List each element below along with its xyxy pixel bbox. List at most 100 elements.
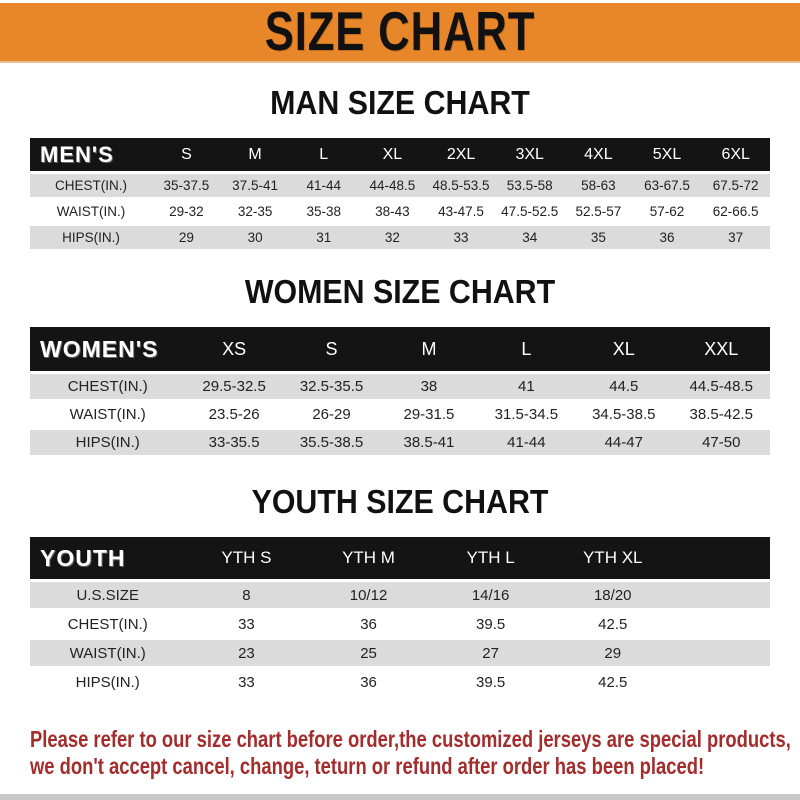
size-cell: 44-47 (575, 430, 673, 455)
size-cell: 31.5-34.5 (477, 402, 576, 427)
column-header: XL (358, 138, 427, 171)
row-label: WAIST(IN.) (30, 640, 186, 666)
table-header-row: MEN'S S M L XL 2XL 3XL 4XL 5XL 6XL (30, 138, 770, 171)
size-cell: 44.5-48.5 (672, 374, 770, 399)
footer-note-line1: Please refer to our size chart before or… (30, 726, 791, 752)
size-cell: 47.5-52.5 (495, 200, 565, 223)
size-cell: 26-29 (282, 402, 381, 427)
size-cell: 32 (358, 226, 427, 249)
table-row: HIPS(IN.) 33 36 39.5 42.5 (30, 669, 770, 695)
section-heading-women: WOMEN SIZE CHART (244, 273, 556, 310)
size-cell: 29-32 (152, 200, 221, 223)
size-cell: 33 (426, 226, 496, 249)
row-label: HIPS(IN.) (30, 226, 153, 249)
size-cell: 67.5-72 (701, 174, 770, 197)
title-banner: SIZE CHART (0, 1, 800, 63)
spacer-cell (673, 611, 770, 637)
table-header-row: YOUTH YTH S YTH M YTH L YTH XL (30, 537, 770, 579)
size-cell: 63-67.5 (632, 174, 702, 197)
column-header: XL (575, 327, 673, 371)
size-cell: 35-38 (289, 200, 359, 223)
row-label: U.S.SIZE (30, 582, 186, 608)
table-row: CHEST(IN.) 35-37.5 37.5-41 41-44 44-48.5 48.5… (30, 174, 770, 197)
size-cell: 37 (701, 226, 770, 249)
table-header-row: WOMEN'S XS S M L XL XXL (30, 327, 770, 371)
size-cell: 38-43 (358, 200, 427, 223)
row-label: CHEST(IN.) (30, 174, 153, 197)
size-cell: 36 (307, 611, 430, 637)
size-cell: 30 (220, 226, 290, 249)
section-youth: YOUTH SIZE CHART YOUTH YTH S YTH M YTH L YTH … (0, 483, 800, 698)
size-cell: 41-44 (289, 174, 359, 197)
spacer-cell (673, 537, 770, 579)
size-cell: 41 (477, 374, 576, 399)
table-row: WAIST(IN.) 23.5-26 26-29 29-31.5 31.5-34.5 34… (30, 402, 770, 427)
spacer-cell (673, 669, 770, 695)
spacer-cell (673, 582, 770, 608)
size-cell: 34.5-38.5 (575, 402, 673, 427)
column-header: S (282, 327, 381, 371)
size-table-youth: YOUTH YTH S YTH M YTH L YTH XL U.S.SIZE 8 10/12… (30, 534, 770, 698)
size-cell: 8 (185, 582, 308, 608)
size-cell: 39.5 (429, 669, 552, 695)
size-cell: 37.5-41 (220, 174, 290, 197)
size-cell: 38.5-42.5 (672, 402, 770, 427)
column-header: YTH M (307, 537, 430, 579)
size-cell: 10/12 (307, 582, 430, 608)
size-cell: 29-31.5 (380, 402, 478, 427)
size-cell: 38.5-41 (380, 430, 478, 455)
row-label: CHEST(IN.) (30, 611, 186, 637)
column-header: M (220, 138, 290, 171)
table-row: CHEST(IN.) 33 36 39.5 42.5 (30, 611, 770, 637)
table-corner-label: YOUTH (30, 537, 186, 579)
section-heading-youth: YOUTH SIZE CHART (251, 483, 549, 520)
column-header: 3XL (495, 138, 565, 171)
size-cell: 58-63 (564, 174, 633, 197)
row-label: HIPS(IN.) (30, 430, 186, 455)
size-cell: 29 (551, 640, 674, 666)
size-cell: 33 (185, 669, 308, 695)
section-heading-men: MAN SIZE CHART (270, 84, 530, 121)
row-label: WAIST(IN.) (30, 402, 186, 427)
size-cell: 23 (185, 640, 308, 666)
size-cell: 32-35 (220, 200, 290, 223)
size-cell: 48.5-53.5 (426, 174, 496, 197)
page-title: SIZE CHART (264, 1, 536, 63)
table-row: U.S.SIZE 8 10/12 14/16 18/20 (30, 582, 770, 608)
size-cell: 35 (564, 226, 633, 249)
size-cell: 18/20 (551, 582, 674, 608)
column-header: 2XL (426, 138, 496, 171)
row-label: WAIST(IN.) (30, 200, 153, 223)
column-header: 6XL (701, 138, 770, 171)
column-header: M (380, 327, 478, 371)
table-row: WAIST(IN.) 29-32 32-35 35-38 38-43 43-47.5 47.… (30, 200, 770, 223)
size-cell: 23.5-26 (185, 402, 283, 427)
size-cell: 53.5-58 (495, 174, 565, 197)
bottom-bar (0, 794, 800, 800)
size-cell: 34 (495, 226, 565, 249)
footer-note-line2: we don't accept cancel, change, teturn o… (30, 753, 705, 779)
size-cell: 44-48.5 (358, 174, 427, 197)
row-label: CHEST(IN.) (30, 374, 186, 399)
row-label: HIPS(IN.) (30, 669, 186, 695)
size-cell: 35.5-38.5 (282, 430, 381, 455)
table-row: HIPS(IN.) 33-35.5 35.5-38.5 38.5-41 41-44 44-… (30, 430, 770, 455)
size-cell: 35-37.5 (152, 174, 221, 197)
spacer-cell (673, 640, 770, 666)
column-header: L (477, 327, 576, 371)
size-cell: 52.5-57 (564, 200, 633, 223)
size-cell: 42.5 (551, 669, 674, 695)
size-cell: 43-47.5 (426, 200, 496, 223)
column-header: 5XL (632, 138, 702, 171)
size-table-men: MEN'S S M L XL 2XL 3XL 4XL 5XL 6XL CHEST(IN.) 35-37… (30, 135, 770, 252)
column-header: XXL (672, 327, 770, 371)
size-table-women: WOMEN'S XS S M L XL XXL CHEST(IN.) 29.5-32.5 32.5… (30, 324, 770, 458)
column-header: YTH S (185, 537, 308, 579)
size-cell: 41-44 (477, 430, 576, 455)
size-cell: 27 (429, 640, 552, 666)
sections-container: MAN SIZE CHART MEN'S S M L XL 2XL 3XL 4XL 5XL 6XL C… (0, 84, 800, 698)
size-cell: 44.5 (575, 374, 673, 399)
size-cell: 42.5 (551, 611, 674, 637)
column-header: YTH XL (551, 537, 674, 579)
